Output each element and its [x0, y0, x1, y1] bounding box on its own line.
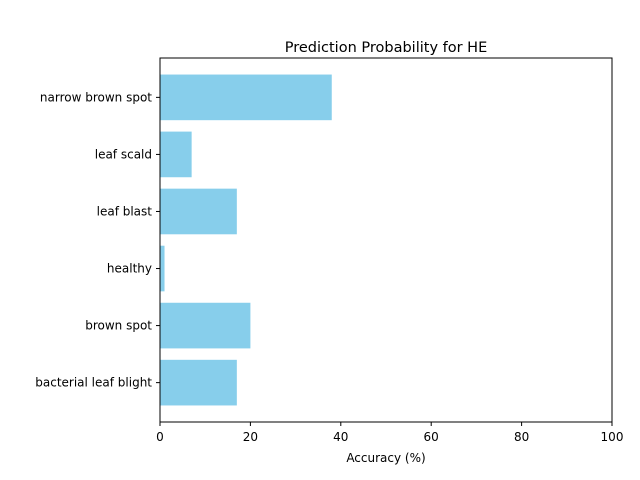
bars-group	[160, 74, 332, 406]
bar-bacterial-leaf-blight	[160, 359, 237, 406]
x-tick-label: 0	[156, 430, 164, 444]
bar-leaf-blast	[160, 188, 237, 235]
y-tick-label: narrow brown spot	[40, 90, 152, 104]
y-tick-label: bacterial leaf blight	[35, 376, 152, 390]
y-tick-label: leaf scald	[95, 147, 152, 161]
chart-title: Prediction Probability for HE	[285, 40, 488, 56]
x-tick-label: 100	[601, 430, 624, 444]
bar-brown-spot	[160, 302, 251, 349]
bar-leaf-scald	[160, 131, 192, 178]
x-tick-label: 40	[333, 430, 348, 444]
bar-healthy	[160, 245, 165, 292]
x-tick-label: 20	[243, 430, 258, 444]
x-tick-label: 60	[424, 430, 439, 444]
y-tick-label: leaf blast	[97, 204, 153, 218]
y-axis: bacterial leaf blight brown spot healthy le…	[35, 90, 160, 390]
bar-narrow-brown-spot	[160, 74, 332, 121]
x-axis: 0 20 40 60 80 100	[156, 422, 623, 444]
y-tick-label: healthy	[107, 262, 152, 276]
plot-area-frame	[159, 57, 613, 423]
x-axis-title: Accuracy (%)	[346, 451, 425, 465]
y-tick-label: brown spot	[85, 319, 152, 333]
x-tick-label: 80	[514, 430, 529, 444]
